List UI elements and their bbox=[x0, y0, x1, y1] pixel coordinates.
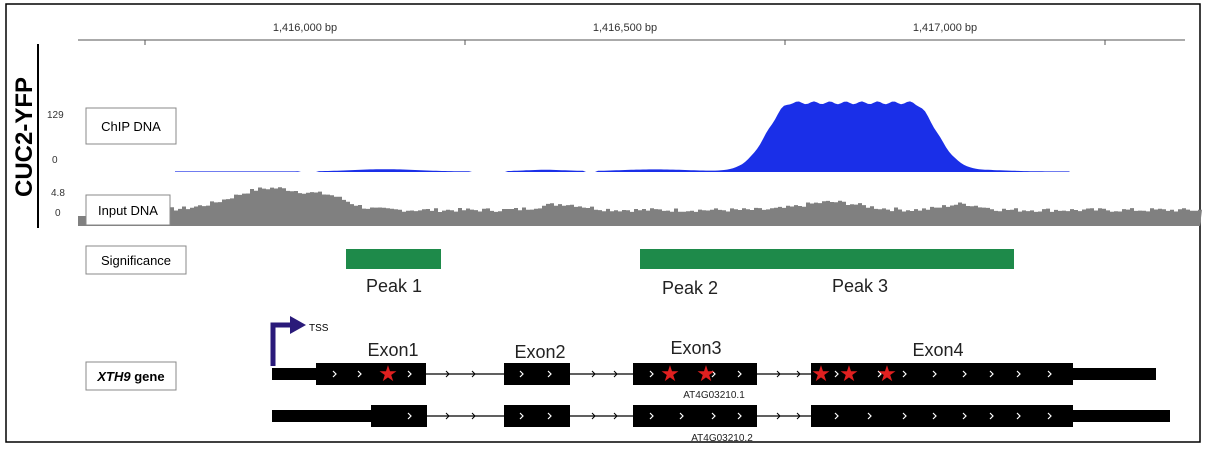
exon-label: Exon1 bbox=[367, 340, 418, 360]
exon-block bbox=[633, 363, 757, 385]
gene-label-box bbox=[85, 361, 177, 391]
intron-chevrons bbox=[445, 412, 801, 420]
input-scale-min: 0 bbox=[55, 208, 61, 219]
motif-star-icon: ★ bbox=[378, 361, 398, 386]
chip-dna-track: 129 0 ChIP DNA bbox=[47, 101, 1070, 172]
sample-label: CUC2-YFP bbox=[11, 77, 38, 197]
peak-label: Peak 1 bbox=[366, 276, 422, 296]
intron-chevrons bbox=[445, 370, 801, 378]
gene-track: XTH9 gene TSS Exon1 Exon2 Exon3 Exon4 bbox=[85, 316, 1170, 444]
strand-chevrons bbox=[332, 370, 1052, 378]
ruler-tick-label: 1,416,500 bp bbox=[593, 22, 657, 34]
peak-bar bbox=[640, 249, 1014, 269]
transcript-model: AT4G03210.2 bbox=[272, 405, 1170, 444]
significance-track: Significance Peak 1 Peak 2 Peak 3 bbox=[85, 245, 1014, 298]
chip-track-label: ChIP DNA bbox=[101, 119, 161, 134]
peak-bar bbox=[346, 249, 441, 269]
strand-chevrons bbox=[407, 412, 1052, 420]
utr-block bbox=[1072, 410, 1170, 422]
transcript-id: AT4G03210.2 bbox=[691, 433, 753, 444]
motif-star-icon: ★ bbox=[877, 361, 897, 386]
chip-signal-area bbox=[175, 101, 1070, 172]
exon-block bbox=[504, 363, 570, 385]
exon-block bbox=[316, 363, 426, 385]
motif-star-icon: ★ bbox=[839, 361, 859, 386]
significance-label-box bbox=[85, 245, 187, 275]
input-track-label: Input DNA bbox=[98, 203, 158, 218]
ruler-tick-label: 1,416,000 bp bbox=[273, 22, 337, 34]
chip-scale-max: 129 bbox=[47, 110, 64, 121]
utr-block bbox=[272, 410, 372, 422]
motif-star-icon: ★ bbox=[811, 361, 831, 386]
exon-label: Exon4 bbox=[912, 340, 963, 360]
input-signal-area bbox=[78, 187, 1202, 226]
gene-label: XTH9 gene bbox=[96, 369, 164, 384]
utr-block bbox=[1072, 368, 1156, 380]
peak-label: Peak 3 bbox=[832, 276, 888, 296]
motif-star-icon: ★ bbox=[696, 361, 716, 386]
exon-block bbox=[371, 405, 427, 427]
exon-label: Exon2 bbox=[514, 342, 565, 362]
exon-block bbox=[811, 363, 1073, 385]
input-scale-max: 4.8 bbox=[51, 188, 65, 199]
exon-block bbox=[811, 405, 1073, 427]
transcript-model: ★ ★ ★ ★ ★ ★ AT4G03210.1 bbox=[272, 361, 1156, 401]
chip-track-label-box bbox=[85, 107, 177, 145]
utr-block bbox=[272, 368, 317, 380]
input-track-label-box bbox=[85, 194, 171, 226]
tss-arrow-icon bbox=[270, 316, 306, 366]
transcript-id: AT4G03210.1 bbox=[683, 390, 745, 401]
chip-scale-min: 0 bbox=[52, 155, 58, 166]
exon-block bbox=[633, 405, 757, 427]
significance-label: Significance bbox=[101, 253, 171, 268]
motif-star-icon: ★ bbox=[660, 361, 680, 386]
ruler-tick-label: 1,417,000 bp bbox=[913, 22, 977, 34]
exon-label: Exon3 bbox=[670, 338, 721, 358]
exon-block bbox=[504, 405, 570, 427]
peak-label: Peak 2 bbox=[662, 278, 718, 298]
tss-label: TSS bbox=[309, 323, 329, 334]
coordinate-ruler: 1,416,000 bp 1,416,500 bp 1,417,000 bp bbox=[78, 22, 1185, 45]
input-dna-track: 4.8 0 Input DNA bbox=[51, 187, 1202, 226]
